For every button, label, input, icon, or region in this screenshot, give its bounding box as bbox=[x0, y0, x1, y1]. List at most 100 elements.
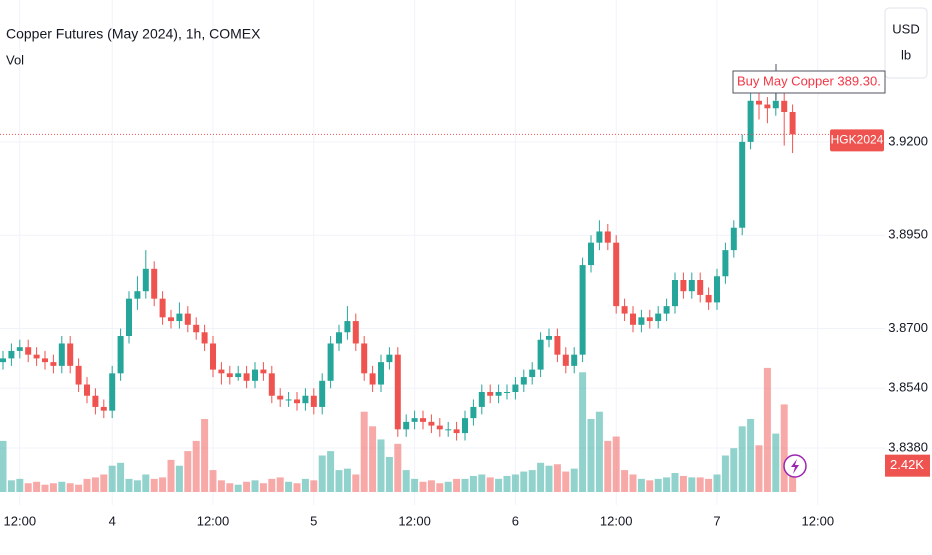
candle-body bbox=[243, 373, 250, 381]
candle-body bbox=[512, 384, 519, 392]
candle-body bbox=[621, 306, 628, 314]
volume-bar bbox=[7, 480, 15, 492]
indicator-label: Vol bbox=[6, 52, 24, 67]
candle-body bbox=[310, 395, 317, 407]
candle-body bbox=[319, 380, 326, 407]
candle-body bbox=[268, 373, 275, 396]
candle-body bbox=[764, 104, 771, 109]
volume-last-label: 2.42K bbox=[890, 457, 924, 472]
candle-body bbox=[714, 276, 720, 303]
volume-bar bbox=[721, 455, 729, 492]
volume-bar bbox=[318, 455, 326, 492]
x-tick-label: 5 bbox=[310, 513, 317, 528]
volume-bar bbox=[579, 372, 587, 492]
volume-bar bbox=[436, 483, 444, 492]
candle-body bbox=[277, 395, 284, 400]
volume-bar bbox=[175, 465, 183, 492]
candle-body bbox=[403, 421, 410, 430]
volume-bar bbox=[24, 483, 32, 492]
candle-body bbox=[537, 339, 544, 370]
candle-body bbox=[613, 242, 620, 307]
x-tick-label: 12:00 bbox=[600, 513, 633, 528]
volume-bar bbox=[276, 477, 284, 492]
candle-body bbox=[697, 280, 704, 295]
volume-bar bbox=[285, 481, 293, 492]
overlay: 2.42K HGK2024 bbox=[0, 129, 930, 477]
candle-body bbox=[588, 242, 594, 266]
candle-body bbox=[176, 313, 183, 322]
volume-bar bbox=[335, 470, 343, 492]
volume-bar bbox=[142, 474, 150, 492]
x-tick-label: 12:00 bbox=[197, 513, 230, 528]
candle-body bbox=[109, 373, 116, 411]
candle-body bbox=[504, 392, 510, 393]
volume-bar bbox=[713, 474, 721, 492]
volume-bar bbox=[360, 411, 368, 492]
candle-body bbox=[688, 280, 695, 292]
volume-bar bbox=[612, 436, 620, 492]
volume-bar bbox=[562, 471, 570, 492]
volume-bar bbox=[604, 440, 612, 492]
candle-body bbox=[378, 362, 384, 385]
candle-body bbox=[42, 358, 48, 363]
candle-body bbox=[756, 100, 762, 105]
candle-body bbox=[470, 406, 477, 419]
candle-body bbox=[529, 369, 536, 378]
symbol-label: HGK2024 bbox=[831, 133, 884, 147]
candle-body bbox=[168, 317, 174, 322]
y-tick-label: 3.8380 bbox=[888, 439, 928, 454]
candle-body bbox=[739, 141, 746, 228]
currency-button[interactable]: USD bbox=[892, 21, 919, 36]
volume-bar bbox=[646, 480, 654, 492]
candle-body bbox=[789, 112, 796, 135]
volume-bar bbox=[150, 478, 158, 492]
volume-bar bbox=[16, 478, 24, 492]
candle-body bbox=[302, 395, 309, 404]
candle-body bbox=[680, 280, 687, 292]
candle-body bbox=[16, 347, 23, 351]
volume-bar bbox=[637, 478, 645, 492]
y-tick-label: 3.9200 bbox=[888, 133, 928, 148]
volume-bar bbox=[167, 459, 175, 492]
x-tick-label: 7 bbox=[713, 513, 720, 528]
volume-bar bbox=[133, 480, 141, 492]
candle-body bbox=[218, 369, 225, 374]
volume-bar bbox=[629, 474, 637, 492]
volume-bar bbox=[570, 468, 578, 492]
candle-body bbox=[344, 321, 351, 333]
candle-body bbox=[495, 392, 502, 396]
candle-body bbox=[428, 421, 435, 426]
candle-body bbox=[84, 384, 90, 396]
volume-bar bbox=[772, 433, 780, 492]
y-tick-label: 3.8540 bbox=[888, 380, 928, 395]
volume-bar bbox=[453, 478, 461, 492]
volume-bar bbox=[108, 465, 116, 492]
unit-button[interactable]: lb bbox=[901, 47, 911, 62]
annotation-box bbox=[732, 70, 886, 94]
y-tick-label: 3.8700 bbox=[888, 320, 928, 335]
candle-body bbox=[33, 354, 40, 359]
volume-bar bbox=[511, 474, 519, 492]
volume-bar bbox=[159, 477, 167, 492]
candle-body bbox=[747, 100, 754, 142]
volume-bar bbox=[91, 477, 99, 492]
candle-body bbox=[394, 354, 401, 430]
candle-body bbox=[58, 343, 65, 366]
candle-body bbox=[571, 354, 578, 366]
volume-bar bbox=[41, 484, 49, 492]
candle-body bbox=[226, 373, 233, 378]
candle-body bbox=[663, 306, 670, 314]
unit-panel[interactable] bbox=[884, 7, 928, 79]
volume-bar bbox=[117, 462, 125, 492]
volume-bar bbox=[671, 473, 679, 492]
candle-body bbox=[142, 268, 149, 292]
candle-body bbox=[554, 336, 561, 355]
volume-bar bbox=[696, 477, 704, 492]
candle-body bbox=[562, 354, 569, 366]
candle-body bbox=[420, 418, 426, 422]
candle-body bbox=[436, 425, 443, 430]
volume-bar bbox=[369, 426, 377, 492]
volume-bar bbox=[402, 470, 410, 492]
volume-bar bbox=[621, 470, 629, 492]
